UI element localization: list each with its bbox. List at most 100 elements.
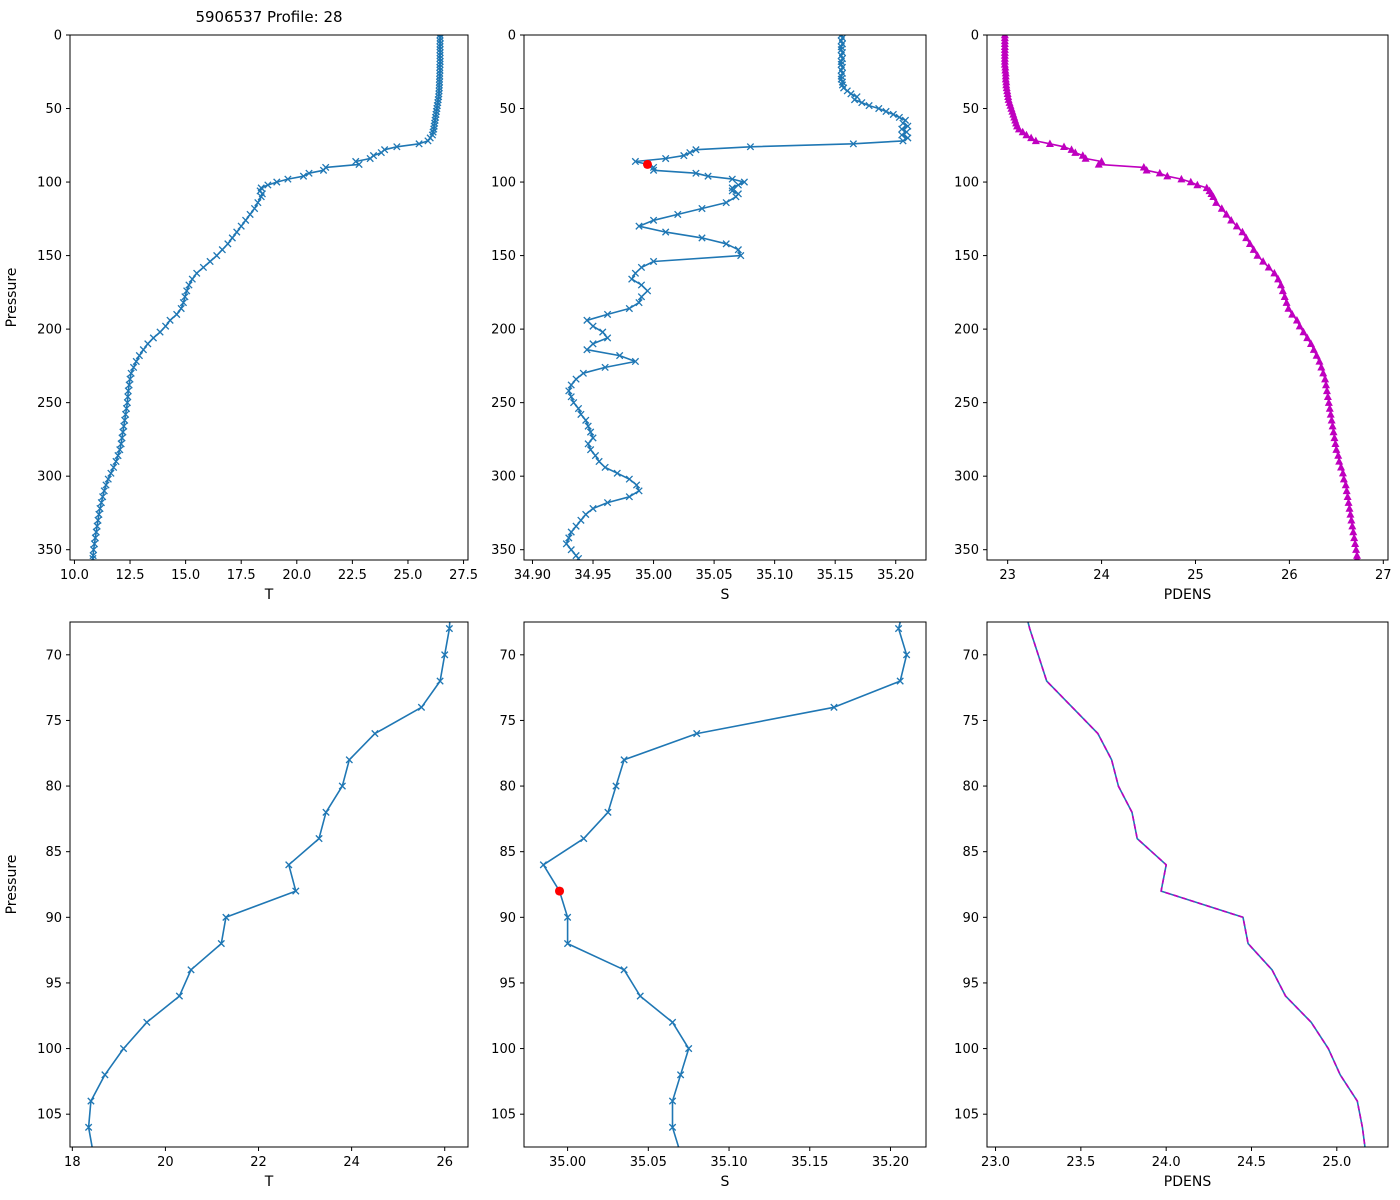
svg-text:75: 75 — [45, 714, 62, 729]
svg-text:0: 0 — [54, 29, 62, 44]
svg-text:90: 90 — [45, 911, 62, 926]
svg-text:25: 25 — [1187, 568, 1204, 583]
svg-text:35.20: 35.20 — [877, 568, 914, 583]
svg-text:35.10: 35.10 — [756, 568, 793, 583]
svg-text:50: 50 — [962, 102, 979, 117]
x-axis-label: T — [264, 1174, 274, 1190]
svg-text:95: 95 — [499, 976, 516, 991]
svg-text:100: 100 — [37, 1042, 62, 1057]
svg-text:24.5: 24.5 — [1237, 1155, 1266, 1170]
svg-text:10.0: 10.0 — [60, 568, 89, 583]
svg-text:85: 85 — [499, 845, 516, 860]
svg-text:24: 24 — [343, 1155, 360, 1170]
svg-text:150: 150 — [491, 249, 516, 264]
svg-text:250: 250 — [491, 396, 516, 411]
plot-temperature-full: 10.0 12.5 15.0 17.5 20.0 22.5 25.0 27.5 0 50 100 15… — [4, 8, 478, 600]
svg-text:300: 300 — [37, 470, 62, 485]
svg-text:90: 90 — [962, 911, 979, 926]
plot-pdens-zoom: 23.0 23.5 24.0 24.5 25.0 70 75 80 85 90 95 100 105 PD… — [954, 621, 1389, 1190]
svg-text:300: 300 — [491, 470, 516, 485]
svg-text:23.5: 23.5 — [1066, 1155, 1095, 1170]
svg-text:95: 95 — [45, 976, 62, 991]
svg-text:105: 105 — [37, 1108, 62, 1123]
svg-text:20: 20 — [157, 1155, 174, 1170]
svg-text:250: 250 — [37, 396, 62, 411]
x-axis-label: S — [721, 587, 730, 600]
svg-text:12.5: 12.5 — [116, 568, 145, 583]
svg-text:150: 150 — [37, 249, 62, 264]
svg-text:80: 80 — [499, 780, 516, 795]
plot-pdens-full: 23 24 25 26 27 0 50 100 150 200 250 300 350 PDENS — [954, 29, 1392, 601]
x-axis-label: PDENS — [1164, 587, 1212, 600]
svg-text:80: 80 — [962, 780, 979, 795]
svg-text:35.15: 35.15 — [817, 568, 854, 583]
svg-text:26: 26 — [1281, 568, 1298, 583]
svg-text:70: 70 — [45, 648, 62, 663]
svg-text:35.05: 35.05 — [630, 1155, 667, 1170]
svg-text:150: 150 — [954, 249, 979, 264]
svg-text:24.0: 24.0 — [1152, 1155, 1181, 1170]
y-axis-label: Pressure — [4, 855, 20, 915]
svg-text:80: 80 — [45, 780, 62, 795]
svg-text:24: 24 — [1093, 568, 1110, 583]
svg-text:20.0: 20.0 — [282, 568, 311, 583]
svg-text:350: 350 — [491, 543, 516, 558]
svg-text:350: 350 — [954, 543, 979, 558]
svg-text:27.5: 27.5 — [449, 568, 478, 583]
svg-text:22: 22 — [250, 1155, 267, 1170]
svg-text:85: 85 — [45, 845, 62, 860]
svg-text:105: 105 — [954, 1108, 979, 1123]
svg-text:95: 95 — [962, 976, 979, 991]
svg-text:100: 100 — [491, 176, 516, 191]
x-axis-label: PDENS — [1164, 1174, 1212, 1190]
svg-text:35.00: 35.00 — [549, 1155, 586, 1170]
svg-text:34.95: 34.95 — [574, 568, 611, 583]
svg-text:23: 23 — [999, 568, 1016, 583]
svg-text:250: 250 — [954, 396, 979, 411]
svg-text:35.15: 35.15 — [791, 1155, 828, 1170]
svg-text:34.90: 34.90 — [514, 568, 551, 583]
svg-text:25.0: 25.0 — [1322, 1155, 1351, 1170]
svg-text:35.20: 35.20 — [872, 1155, 909, 1170]
svg-text:23.0: 23.0 — [981, 1155, 1010, 1170]
svg-text:100: 100 — [37, 176, 62, 191]
svg-text:0: 0 — [508, 29, 516, 44]
svg-text:90: 90 — [499, 911, 516, 926]
svg-text:105: 105 — [491, 1108, 516, 1123]
svg-text:200: 200 — [491, 323, 516, 338]
svg-text:35.00: 35.00 — [635, 568, 672, 583]
y-axis-label: Pressure — [4, 268, 20, 328]
svg-text:75: 75 — [962, 714, 979, 729]
svg-text:300: 300 — [954, 470, 979, 485]
svg-text:200: 200 — [954, 323, 979, 338]
qc-flagged-point — [643, 159, 653, 169]
svg-text:15.0: 15.0 — [171, 568, 200, 583]
svg-text:350: 350 — [37, 543, 62, 558]
svg-text:70: 70 — [962, 648, 979, 663]
svg-text:100: 100 — [954, 1042, 979, 1057]
svg-text:26: 26 — [436, 1155, 453, 1170]
svg-text:35.10: 35.10 — [710, 1155, 747, 1170]
svg-text:0: 0 — [971, 29, 979, 44]
plot-temperature-zoom: 18 20 22 24 26 70 75 80 85 90 95 100 105 T Pressure — [4, 621, 469, 1190]
svg-text:50: 50 — [45, 102, 62, 117]
svg-text:70: 70 — [499, 648, 516, 663]
svg-text:18: 18 — [64, 1155, 81, 1170]
figure-title: 5906537 Profile: 28 — [195, 8, 342, 26]
plot-salinity-full: 34.90 34.95 35.00 35.05 35.10 35.15 35.20 0 50 10… — [491, 29, 927, 600]
svg-text:50: 50 — [499, 102, 516, 117]
svg-text:22.5: 22.5 — [338, 568, 367, 583]
plot-salinity-zoom: 35.00 35.05 35.10 35.15 35.20 70 75 80 85 90 95 100… — [491, 621, 927, 1190]
qc-flagged-point — [555, 886, 565, 896]
x-axis-label: T — [264, 587, 274, 600]
x-axis-label: S — [721, 1174, 730, 1190]
svg-text:75: 75 — [499, 714, 516, 729]
svg-text:100: 100 — [491, 1042, 516, 1057]
svg-text:85: 85 — [962, 845, 979, 860]
svg-text:35.05: 35.05 — [695, 568, 732, 583]
svg-text:25.0: 25.0 — [393, 568, 422, 583]
svg-text:17.5: 17.5 — [227, 568, 256, 583]
svg-text:100: 100 — [954, 176, 979, 191]
svg-text:27: 27 — [1375, 568, 1392, 583]
